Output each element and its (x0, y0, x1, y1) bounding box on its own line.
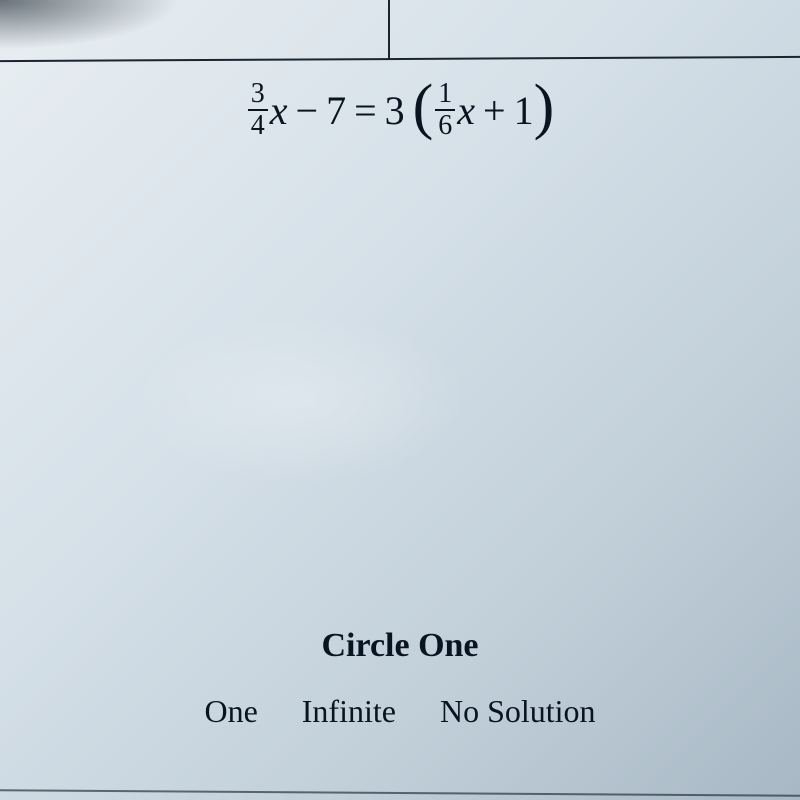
table-horizontal-rule (0, 56, 800, 62)
worksheet-screen: 3 4 x − 7 = 3 ( 1 6 x + 1 ) Circle One O… (0, 0, 800, 800)
table-vertical-rule (388, 0, 390, 60)
rhs-variable: x (457, 87, 475, 134)
screen-glare (100, 300, 500, 500)
option-no-solution[interactable]: No Solution (440, 693, 596, 730)
lhs-numerator: 3 (248, 80, 268, 109)
lhs-constant: 7 (326, 87, 346, 134)
lhs-fraction: 3 4 (248, 80, 268, 140)
table-bottom-rule (0, 789, 800, 797)
rhs-denominator: 6 (435, 109, 455, 140)
lhs-denominator: 4 (248, 109, 268, 140)
option-infinite[interactable]: Infinite (302, 693, 396, 730)
rhs-numerator: 1 (435, 80, 455, 109)
equation: 3 4 x − 7 = 3 ( 1 6 x + 1 ) (0, 80, 800, 140)
option-one[interactable]: One (204, 693, 257, 730)
equals-sign: = (354, 87, 377, 134)
rhs-coefficient: 3 (385, 87, 405, 134)
lhs-variable: x (270, 87, 288, 134)
minus-sign: − (296, 87, 319, 134)
prompt-title: Circle One (0, 627, 800, 665)
right-paren: ) (534, 83, 555, 133)
plus-sign: + (483, 87, 506, 134)
rhs-constant: 1 (514, 87, 534, 134)
left-paren: ( (413, 83, 434, 133)
answer-options: One Infinite No Solution (0, 693, 800, 730)
answer-prompt: Circle One One Infinite No Solution (0, 627, 800, 730)
vignette-corner (0, 0, 180, 50)
rhs-fraction: 1 6 (435, 80, 455, 140)
